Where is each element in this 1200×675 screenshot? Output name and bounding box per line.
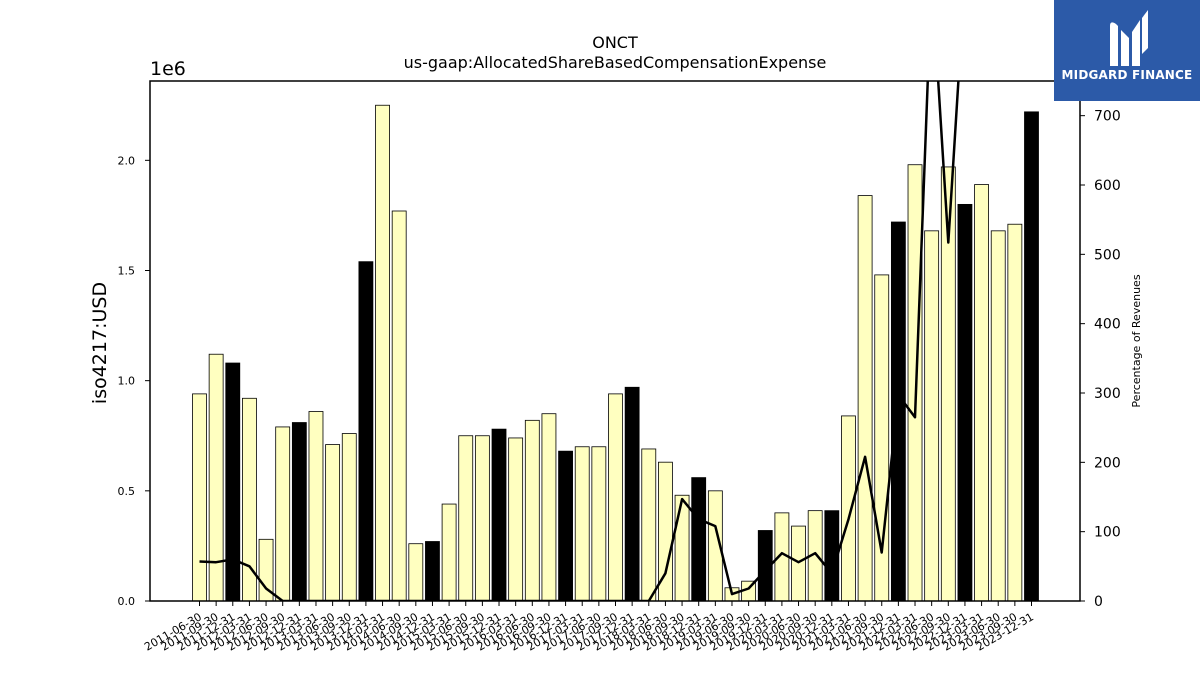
bar-2021-03-31 [841,415,856,602]
bar-2011-12-31 [225,362,241,602]
bar-2023-06-30 [990,230,1006,602]
bar-2018-12-31 [691,477,707,602]
midgard-logo-icon [1110,10,1148,66]
bar-2014-03-31 [375,104,390,602]
bar-2016-12-31 [558,450,573,602]
y2-ticks: 0 100 200 300 400 500 600 700 [1080,109,1121,610]
bar-2017-12-31 [624,386,640,602]
bar-2016-03-31 [508,437,524,602]
y-tick-label: 1.0 [118,375,136,388]
bar-2015-03-31 [441,503,457,602]
bar-2017-06-30 [591,446,607,602]
chart-title: ONCT [592,33,638,52]
bars-group [192,104,1039,602]
bar-2016-06-30 [524,419,540,602]
bar-2022-06-30 [924,230,940,602]
bar-2013-06-30 [325,444,341,602]
bar-2015-06-30 [458,435,474,602]
y2-tick-label: 600 [1094,178,1121,194]
bar-2012-12-31 [291,422,307,602]
bar-2022-12-31 [957,203,973,602]
chart-subtitle: us-gaap:AllocatedShareBasedCompensationE… [404,53,827,72]
bar-2017-03-31 [574,446,590,602]
x-ticks: 2011-06-302011-09-302011-12-312012-03-31… [142,601,1036,654]
y2-tick-label: 100 [1094,525,1121,541]
bar-2013-12-31 [358,261,374,602]
y-tick-label: 2.0 [118,154,136,167]
y-axis-label: iso4217:USD [89,282,111,404]
bar-2012-09-30 [275,426,291,602]
bar-2014-06-30 [391,210,407,602]
y2-tick-label: 200 [1094,455,1121,471]
bar-2014-09-30 [408,543,424,602]
bar-2021-06-30 [857,195,873,602]
plot-frame [149,80,1081,602]
bar-2011-06-30 [192,393,207,602]
line-group [199,81,960,601]
bar-2013-09-30 [341,433,357,602]
bar-2023-03-31 [974,184,989,602]
y2-tick-label: 300 [1094,386,1121,402]
bar-2023-12-31 [1024,111,1039,602]
y-offset-label: 1e6 [150,58,186,80]
bar-2014-12-31 [425,541,440,602]
y2-axis-label: Percentage of Revenues [1130,274,1143,407]
bar-2023-09-30 [1007,223,1023,602]
y2-tick-label: 700 [1094,109,1121,125]
y2-tick-label: 500 [1094,247,1121,263]
logo-text: MIDGARD FINANCE [1061,68,1193,82]
bar-2018-09-30 [674,494,690,602]
y-ticks: 0.0 0.5 1.0 1.5 2.0 [118,154,150,608]
bar-2021-12-31 [890,221,906,602]
y2-tick-label: 0 [1094,594,1103,610]
bar-2012-03-31 [242,397,257,602]
bar-2015-09-30 [474,435,490,602]
bar-2020-06-30 [791,525,806,602]
bar-2016-09-30 [541,413,557,602]
y-tick-label: 1.5 [118,264,136,277]
bar-2017-09-30 [608,393,623,602]
bar-2013-03-31 [308,411,324,602]
bar-2018-03-31 [641,448,657,602]
series-line-percentage-of-revenues [199,81,960,601]
bar-2015-12-31 [491,428,507,602]
midgard-finance-logo: MIDGARD FINANCE [1054,0,1200,101]
y2-tick-label: 400 [1094,317,1121,333]
bar-2011-09-30 [208,353,224,602]
y-tick-label: 0.5 [118,485,136,498]
bar-2022-03-31 [907,164,923,602]
y-tick-label: 0.0 [118,595,136,608]
